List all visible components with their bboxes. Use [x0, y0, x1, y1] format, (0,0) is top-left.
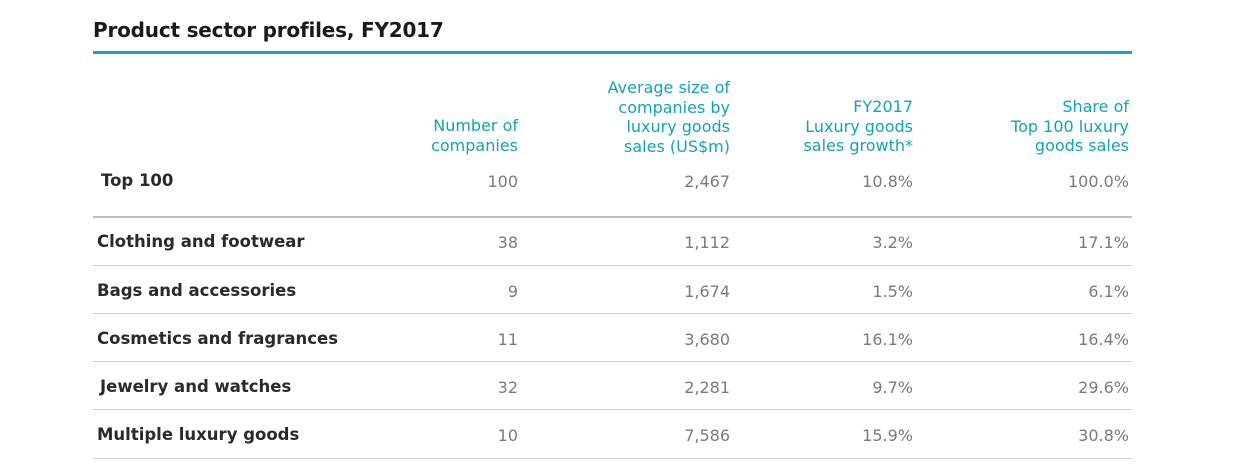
column-header-number-of-companies: Number of companies [431, 116, 518, 155]
cell-value: 2,467 [684, 172, 730, 191]
cell-value: 16.4% [1078, 330, 1129, 349]
row-label-jewelry-and-watches: Jewelry and watches [100, 377, 292, 396]
table-title: Product sector profiles, FY2017 [93, 18, 444, 42]
cell-value: 100 [487, 172, 518, 191]
cell-value: 1.5% [872, 282, 913, 301]
cell-value: 29.6% [1078, 378, 1129, 397]
row-label-multiple-luxury-goods: Multiple luxury goods [97, 425, 300, 444]
cell-value: 15.9% [862, 426, 913, 445]
cell-value: 1,112 [684, 233, 730, 252]
cell-value: 30.8% [1078, 426, 1129, 445]
row-label-clothing-and-footwear: Clothing and footwear [97, 232, 305, 251]
cell-value: 7,586 [684, 426, 730, 445]
cell-value: 38 [497, 233, 518, 252]
column-header-sales-growth: FY2017 Luxury goods sales growth* [803, 97, 913, 155]
cell-value: 6.1% [1088, 282, 1129, 301]
cell-value: 11 [497, 330, 518, 349]
row-divider [93, 458, 1132, 459]
cell-value: 17.1% [1078, 233, 1129, 252]
row-divider [93, 409, 1132, 410]
row-label-bags-and-accessories: Bags and accessories [97, 281, 297, 300]
cell-value: 10 [497, 426, 518, 445]
cell-value: 1,674 [684, 282, 730, 301]
column-header-average-size: Average size of companies by luxury good… [607, 78, 730, 156]
column-header-share-of-top-100: Share of Top 100 luxury goods sales [1011, 97, 1129, 155]
row-label-top-100: Top 100 [101, 171, 174, 190]
cell-value: 2,281 [684, 378, 730, 397]
row-label-cosmetics-and-fragrances: Cosmetics and fragrances [97, 329, 339, 348]
cell-value: 32 [497, 378, 518, 397]
row-divider [93, 361, 1132, 362]
cell-value: 10.8% [862, 172, 913, 191]
cell-value: 100.0% [1067, 172, 1129, 191]
cell-value: 3.2% [872, 233, 913, 252]
cell-value: 3,680 [684, 330, 730, 349]
row-divider [93, 265, 1132, 266]
row-divider [93, 313, 1132, 314]
cell-value: 16.1% [862, 330, 913, 349]
row-divider [93, 216, 1132, 218]
title-underline [93, 51, 1132, 54]
cell-value: 9.7% [872, 378, 913, 397]
cell-value: 9 [507, 282, 518, 301]
